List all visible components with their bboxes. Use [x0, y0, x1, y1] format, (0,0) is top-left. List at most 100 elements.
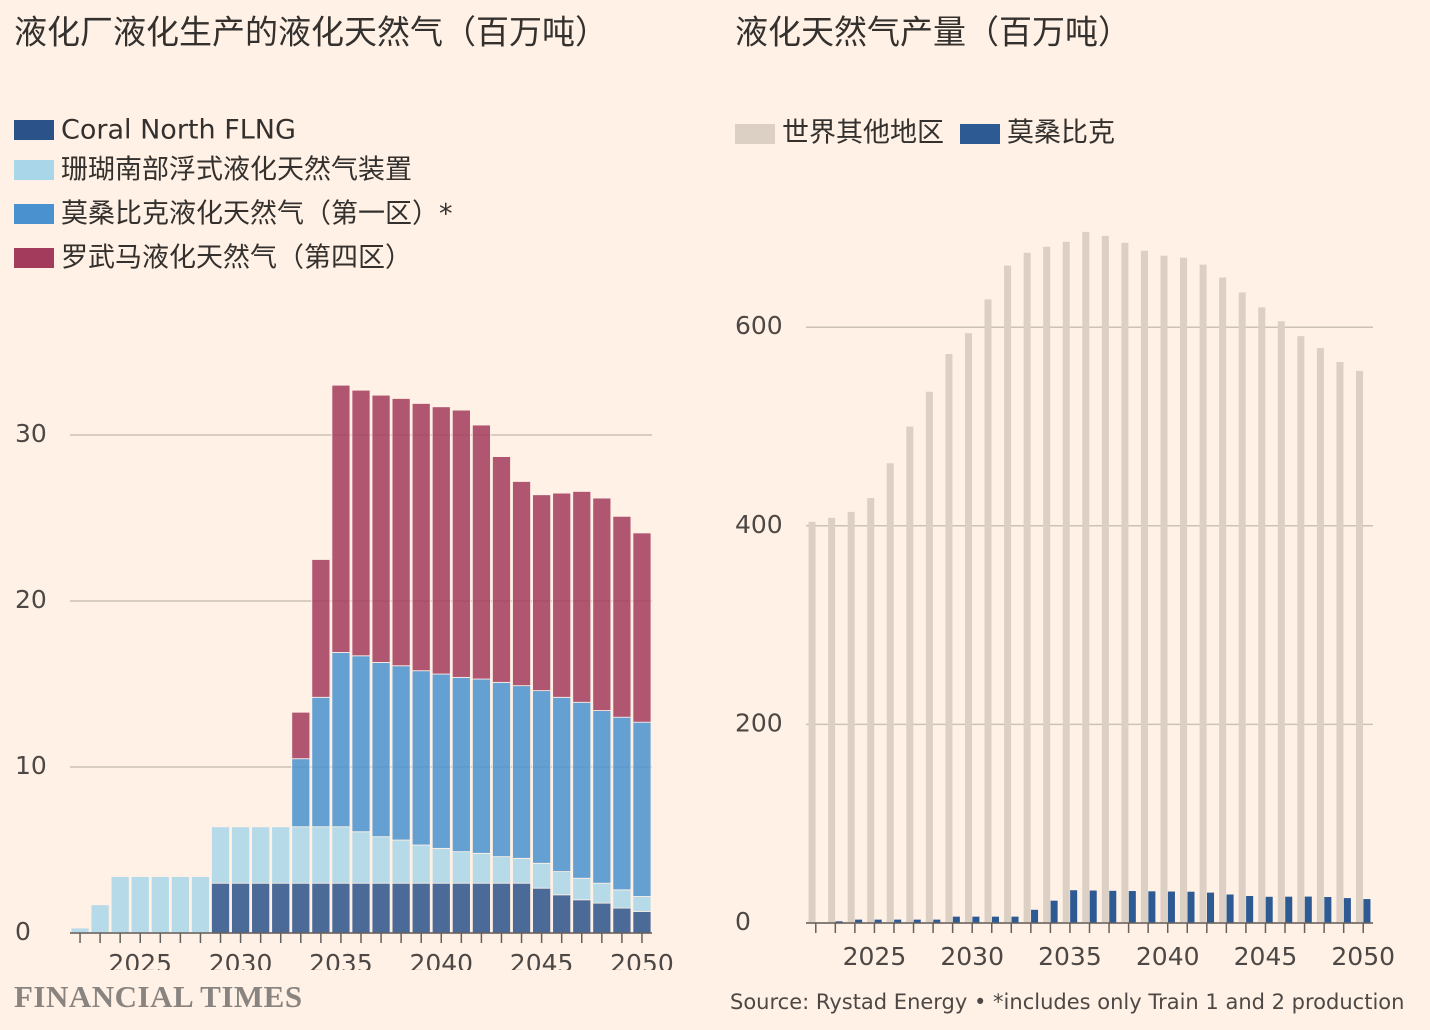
bar — [411, 403, 431, 672]
x-tick-label: 2025 — [108, 949, 172, 978]
bar — [471, 852, 491, 884]
bar — [1023, 252, 1031, 924]
y-tick-label: 600 — [735, 311, 783, 340]
x-tick-label: 2030 — [940, 942, 1004, 971]
bar — [451, 882, 471, 934]
bar — [512, 882, 531, 934]
bar — [251, 826, 271, 884]
bar — [1082, 231, 1090, 923]
bar — [311, 696, 331, 828]
bar — [431, 673, 451, 849]
bar — [351, 831, 371, 884]
legend-swatch — [14, 160, 54, 180]
x-tick-label: 2045 — [1234, 942, 1298, 971]
bar — [211, 882, 230, 934]
chart: 0 200 400 600 2025 2030 2035 2040 2045 2050 世界其他地区… — [735, 118, 1395, 971]
bar — [532, 494, 552, 692]
bar — [411, 882, 431, 934]
bar — [1355, 370, 1364, 924]
legend-label: 罗武马液化天然气（第四区） — [61, 243, 412, 274]
bar — [492, 681, 511, 858]
bar — [1297, 336, 1305, 924]
bar — [592, 497, 612, 711]
bar — [572, 491, 592, 703]
x-tick-label: 2025 — [843, 942, 907, 971]
bar — [1238, 292, 1246, 923]
bar — [331, 826, 351, 884]
bar — [532, 690, 552, 864]
bar — [632, 721, 652, 897]
bar — [1187, 891, 1195, 923]
legend-label: Coral North FLNG — [61, 115, 296, 146]
bar — [371, 662, 391, 838]
bar — [512, 685, 531, 859]
bar — [291, 758, 311, 828]
bar — [1140, 250, 1148, 923]
x-tick-label: 2040 — [409, 949, 473, 978]
bar — [1004, 265, 1012, 923]
bar — [512, 481, 531, 687]
bar — [592, 902, 612, 934]
x-tick-label: 2045 — [510, 949, 574, 978]
bar — [906, 426, 914, 923]
bar — [251, 882, 271, 934]
bar — [991, 916, 999, 923]
bar — [231, 826, 251, 884]
bar — [913, 919, 921, 923]
bar — [835, 921, 843, 923]
bar — [271, 826, 291, 884]
bar — [411, 844, 431, 884]
legend-label: 莫桑比克 — [1007, 118, 1115, 149]
bar — [471, 678, 491, 854]
bar — [632, 532, 652, 723]
bar — [130, 876, 150, 934]
bar — [552, 871, 572, 896]
bar — [351, 882, 371, 934]
bar — [331, 652, 351, 828]
bar — [1043, 246, 1051, 924]
bar — [492, 882, 511, 934]
bar — [1128, 891, 1136, 923]
y-tick-label: 0 — [735, 907, 751, 936]
bar — [952, 916, 960, 923]
bar — [211, 826, 230, 884]
bar — [984, 299, 992, 923]
bar — [471, 882, 491, 934]
bar — [291, 882, 311, 934]
bar — [552, 492, 572, 698]
legend-swatch — [14, 248, 54, 268]
bar — [351, 655, 371, 833]
bar — [886, 463, 894, 923]
bar — [1011, 916, 1019, 923]
bar — [271, 882, 291, 934]
bar — [492, 856, 511, 884]
bar — [1160, 255, 1168, 924]
bar — [1089, 890, 1097, 923]
x-tick-label: 2050 — [1331, 942, 1395, 971]
bar — [855, 919, 863, 923]
bar — [291, 711, 311, 760]
bar — [492, 456, 511, 683]
bar — [371, 394, 391, 663]
bar — [371, 882, 391, 934]
bar — [110, 876, 130, 934]
y-tick-label: 20 — [15, 585, 47, 614]
bar — [1207, 892, 1215, 923]
bar — [150, 876, 170, 934]
bar — [90, 904, 110, 934]
x-tick-label: 2050 — [610, 949, 674, 978]
bar — [391, 882, 411, 934]
chart-title: 液化天然气产量（百万吨） — [735, 13, 1131, 52]
bar — [1199, 264, 1207, 923]
bar — [431, 847, 451, 884]
y-tick-label: 10 — [15, 751, 47, 780]
bar — [371, 836, 391, 884]
bar — [1324, 896, 1332, 923]
bar — [847, 511, 855, 923]
bar — [1062, 241, 1070, 923]
brand: FINANCIAL TIMES — [14, 979, 303, 1014]
bar — [552, 894, 572, 934]
bar — [1265, 896, 1273, 923]
chart-title: 液化厂液化生产的液化天然气（百万吨） — [14, 13, 608, 52]
bar — [592, 882, 612, 904]
